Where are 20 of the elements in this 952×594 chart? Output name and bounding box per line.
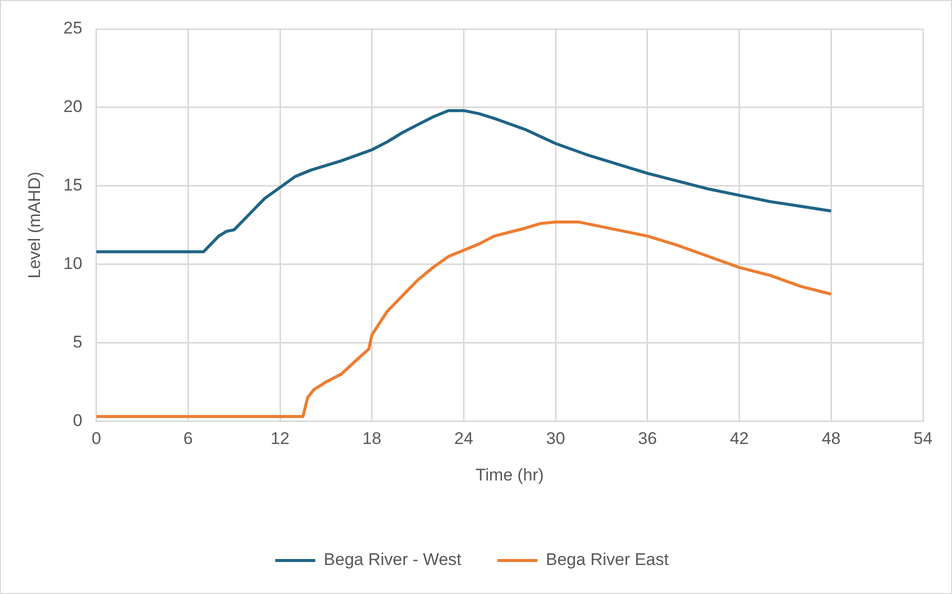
y-tick-label: 25 — [63, 18, 82, 38]
x-axis-title: Time (hr) — [476, 465, 544, 484]
y-tick-label: 5 — [72, 332, 82, 352]
x-tick-label: 6 — [183, 429, 193, 448]
x-tick-label: 42 — [730, 429, 749, 448]
x-tick-label: 12 — [270, 429, 290, 448]
legend-label: Bega River East — [546, 550, 670, 570]
y-tick-label: 0 — [72, 410, 82, 430]
x-tick-label: 48 — [822, 429, 841, 448]
x-tick-label: 36 — [638, 429, 657, 448]
y-axis-title: Level (mAHD) — [24, 172, 44, 278]
y-tick-label: 15 — [63, 176, 82, 195]
x-tick-label: 30 — [546, 429, 566, 448]
x-tick-label: 54 — [914, 429, 932, 448]
x-tick-label: 0 — [92, 429, 102, 448]
legend-label: Bega River - West — [324, 550, 462, 570]
y-tick-label: 10 — [63, 254, 82, 274]
x-tick-label: 24 — [454, 429, 474, 448]
y-tick-label: 20 — [63, 97, 82, 116]
x-tick-label: 18 — [362, 429, 382, 448]
